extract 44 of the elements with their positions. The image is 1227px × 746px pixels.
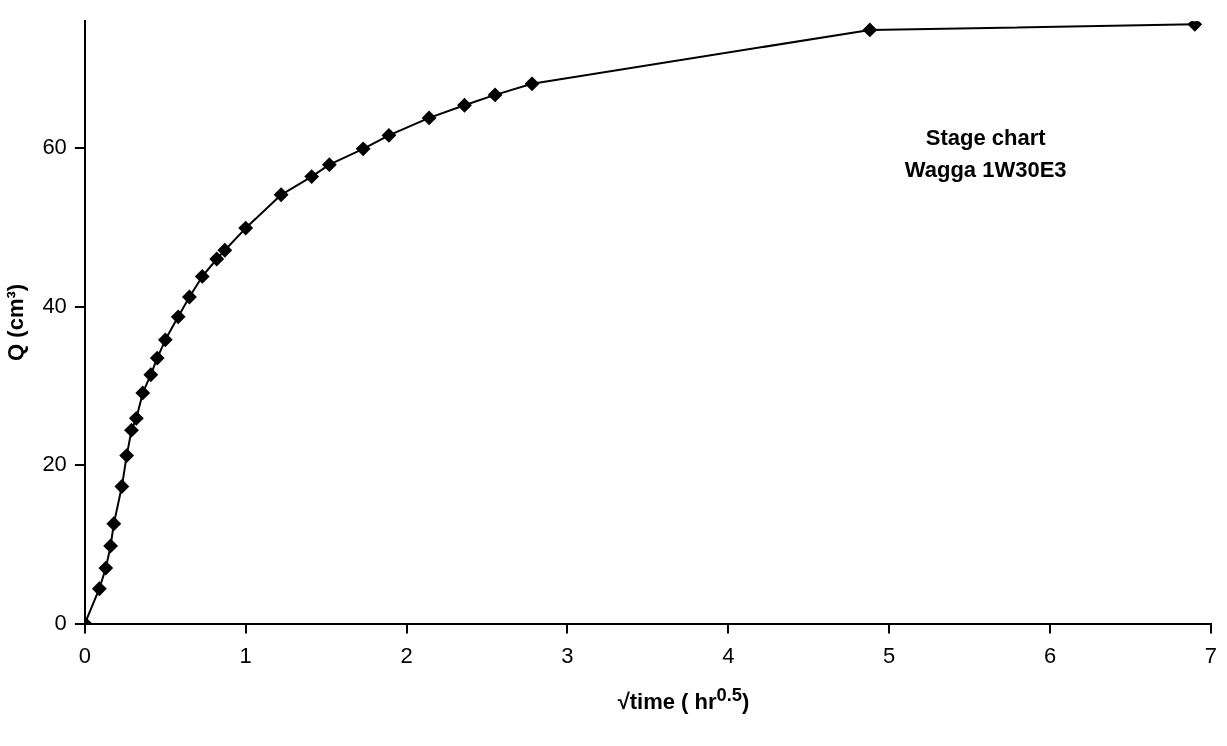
point [457,98,472,113]
point [209,251,224,266]
x-tick-label: 6 [1043,642,1057,668]
point [274,187,289,202]
point [114,479,129,494]
point [195,269,210,284]
x-tick-label: 4 [722,642,735,668]
x-tick-label: 5 [883,642,896,668]
point [322,157,337,172]
annotation: Wagga 1W30E3 [904,157,1067,183]
point [238,221,253,236]
x-tick-label: 1 [239,642,252,668]
point [304,169,319,184]
point [124,423,139,438]
point [488,87,503,102]
x-axis-title: √time ( hr$^{0.5}$) [616,684,751,716]
x-tick-label: 0 [78,642,91,668]
point [150,351,165,366]
point [381,128,396,143]
point [862,22,877,37]
point [135,385,150,400]
point [217,243,232,258]
point [103,538,118,553]
y-tick-label: 0 [54,609,67,635]
point [525,76,540,91]
y-tick-label: 60 [42,134,67,160]
y-tick-label: 40 [42,292,67,318]
y-tick-label: 20 [42,451,67,477]
point [98,561,113,576]
point [92,581,107,596]
point [182,290,197,305]
point [422,110,437,125]
x-tick-label: 2 [400,642,413,668]
y-axis-title: Q (cm³) [3,283,29,361]
x-tick-label: 7 [1204,642,1218,668]
point [356,141,371,156]
point [143,367,158,382]
point [106,516,121,531]
annotation: Stage chart [925,125,1047,151]
point [171,309,186,324]
point [129,411,144,426]
point [119,448,134,463]
x-tick-label: 3 [561,642,574,668]
point [158,332,173,347]
